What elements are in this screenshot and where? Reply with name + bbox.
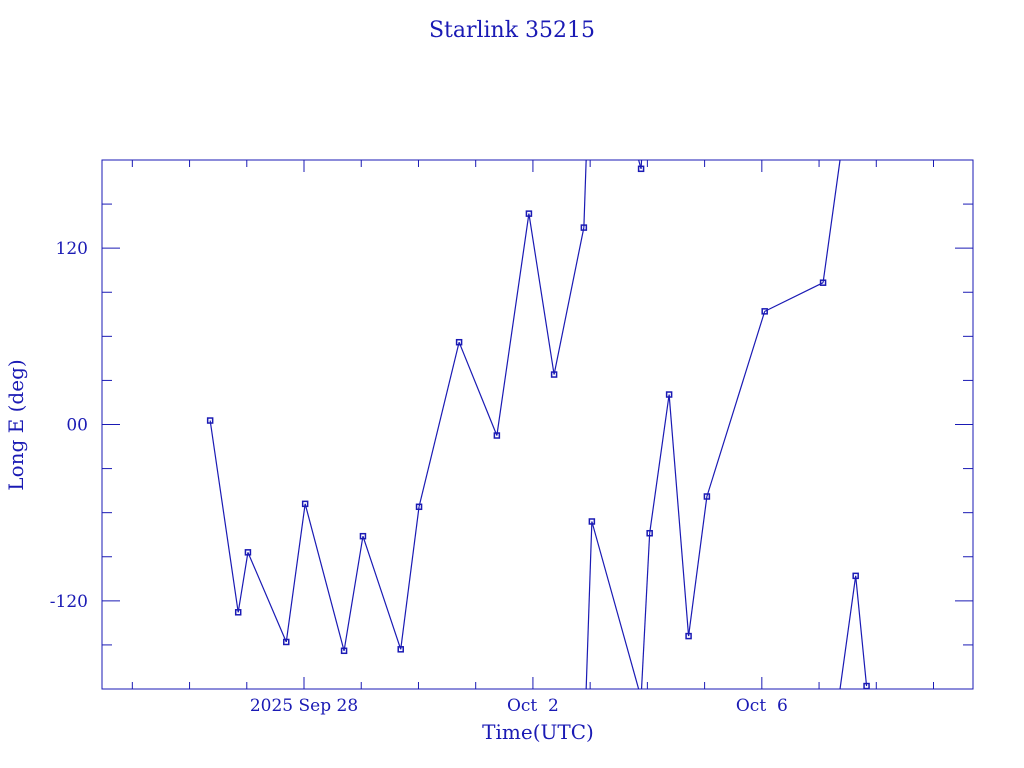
- data-point: [852, 572, 859, 580]
- y-tick-label: 120: [56, 239, 88, 259]
- series-segment: [687, 496, 708, 637]
- data-point: [244, 549, 252, 556]
- series-segment: [591, 521, 640, 690]
- data-point: [234, 609, 242, 616]
- data-point: [819, 279, 827, 286]
- y-tick-label: 00: [66, 416, 88, 436]
- series-segment: [585, 521, 593, 690]
- series-segment: [209, 420, 239, 613]
- series-segment: [822, 159, 841, 283]
- series-segment: [706, 311, 766, 497]
- y-tick-label: -120: [50, 592, 88, 612]
- series-segment: [528, 213, 555, 375]
- x-tick-label: Oct 2: [507, 696, 559, 716]
- series-segment: [400, 506, 420, 650]
- x-tick-label: Oct 6: [736, 696, 788, 716]
- data-point: [283, 638, 290, 646]
- series-segment: [343, 536, 364, 651]
- series-segment: [553, 227, 585, 375]
- data-point: [637, 165, 645, 173]
- series-segment: [304, 503, 345, 651]
- data-point: [397, 646, 404, 653]
- series-segment: [839, 575, 857, 690]
- data-point: [588, 518, 596, 525]
- data-point: [493, 432, 501, 439]
- data-point: [340, 647, 348, 655]
- plot-frame: [101, 159, 974, 690]
- series-segment: [764, 282, 824, 312]
- data-point: [550, 371, 558, 378]
- series-segment: [855, 575, 868, 687]
- series-segment: [583, 159, 587, 228]
- data-point: [525, 210, 533, 217]
- data-point: [580, 224, 588, 231]
- data-point: [455, 338, 463, 346]
- data-point: [359, 532, 367, 540]
- series-segment: [362, 535, 402, 650]
- y-axis-label: Long E (deg): [4, 359, 28, 490]
- data-point: [685, 632, 692, 640]
- data-point: [301, 500, 309, 508]
- series-segment: [496, 213, 530, 436]
- series-segment: [418, 342, 460, 507]
- series-segment: [668, 394, 690, 637]
- data-point: [863, 682, 870, 690]
- data-point: [703, 493, 711, 500]
- series-segment: [285, 503, 306, 643]
- data-point: [761, 308, 768, 315]
- series-segment: [649, 394, 670, 534]
- data-point: [665, 391, 673, 398]
- data-point: [206, 417, 214, 424]
- x-axis-label: Time(UTC): [482, 720, 594, 744]
- series-segment: [237, 552, 249, 613]
- series-segment: [247, 552, 287, 643]
- series-segment: [640, 533, 651, 690]
- chart-title: Starlink 35215: [429, 18, 595, 43]
- data-point: [646, 529, 653, 537]
- data-point: [415, 503, 423, 511]
- series-segment: [458, 341, 498, 436]
- x-tick-label: 2025 Sep 28: [250, 696, 358, 716]
